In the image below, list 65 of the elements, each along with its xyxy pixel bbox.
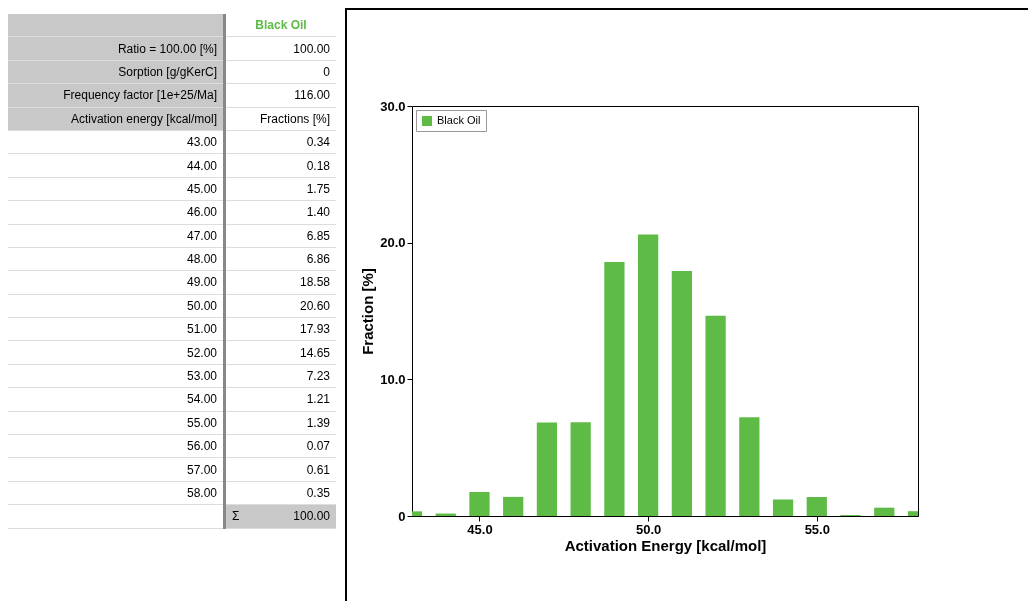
y-axis-title: Fraction [%] xyxy=(359,268,377,355)
bar xyxy=(739,417,760,516)
text: 45.00 xyxy=(8,177,225,201)
text: 0.34 xyxy=(224,130,336,154)
text: 1.75 xyxy=(224,177,336,201)
text: 57.00 xyxy=(8,457,225,482)
text: 0.07 xyxy=(224,434,336,458)
text: 17.93 xyxy=(224,317,336,341)
text: 6.85 xyxy=(224,224,336,248)
text: 0.61 xyxy=(224,457,336,482)
text: 14.65 xyxy=(224,340,336,365)
y-tick-label: 0 xyxy=(398,508,406,524)
text: 44.00 xyxy=(8,153,225,178)
text: 49.00 xyxy=(8,270,225,295)
text: 48.00 xyxy=(8,247,225,271)
x-tick-label: 50.0 xyxy=(635,521,662,537)
x-axis-title: Activation Energy [kcal/mol] xyxy=(564,536,767,554)
bar xyxy=(806,497,827,516)
text: Fractions [%] xyxy=(224,107,336,131)
bar xyxy=(772,499,794,516)
bar xyxy=(570,422,591,516)
text: 43.00 xyxy=(8,130,225,154)
text: 1.21 xyxy=(224,387,336,412)
text: 55.00 xyxy=(8,411,225,435)
text: 116.00 xyxy=(224,83,336,108)
text: 56.00 xyxy=(8,434,225,458)
legend-label: Black Oil xyxy=(437,114,481,126)
text: 0.35 xyxy=(224,481,336,505)
text: 50.00 xyxy=(8,294,225,318)
text: Frequency factor [1e+25/Ma] xyxy=(8,83,225,108)
text: 7.23 xyxy=(224,364,336,388)
text: 1.40 xyxy=(224,200,336,225)
text: 54.00 xyxy=(8,387,225,412)
text: 52.00 xyxy=(8,340,225,365)
bar xyxy=(874,507,895,516)
text: 20.60 xyxy=(224,294,336,318)
text: Activation energy [kcal/mol] xyxy=(8,107,225,131)
y-tick-label: 20.0 xyxy=(380,235,406,251)
bar xyxy=(705,315,726,516)
bar xyxy=(638,234,659,516)
y-tick-label: 30.0 xyxy=(380,98,406,114)
text: 18.58 xyxy=(224,270,336,295)
text: 46.00 xyxy=(8,200,225,225)
text: 6.86 xyxy=(224,247,336,271)
x-tick-label: 45.0 xyxy=(467,521,493,537)
bar xyxy=(536,422,558,516)
text: Ratio = 100.00 [%] xyxy=(8,36,225,61)
text: 47.00 xyxy=(8,224,225,248)
bar xyxy=(604,262,625,516)
y-tick-label: 10.0 xyxy=(380,371,406,387)
text: 53.00 xyxy=(8,364,225,388)
bar xyxy=(671,270,692,516)
bar xyxy=(503,496,524,516)
text: Sorption [g/gKerC] xyxy=(8,60,225,84)
text: 1.39 xyxy=(224,411,336,435)
bar xyxy=(469,492,490,516)
text: 0.18 xyxy=(224,153,336,178)
text: Σ xyxy=(232,509,240,524)
text: 0 xyxy=(224,60,336,84)
text: 100.00 xyxy=(224,36,336,61)
text: 51.00 xyxy=(8,317,225,341)
x-tick-label: 55.0 xyxy=(804,521,830,537)
text: 58.00 xyxy=(8,481,225,505)
text: 100.00 xyxy=(293,509,330,524)
text: Black Oil xyxy=(255,18,307,33)
